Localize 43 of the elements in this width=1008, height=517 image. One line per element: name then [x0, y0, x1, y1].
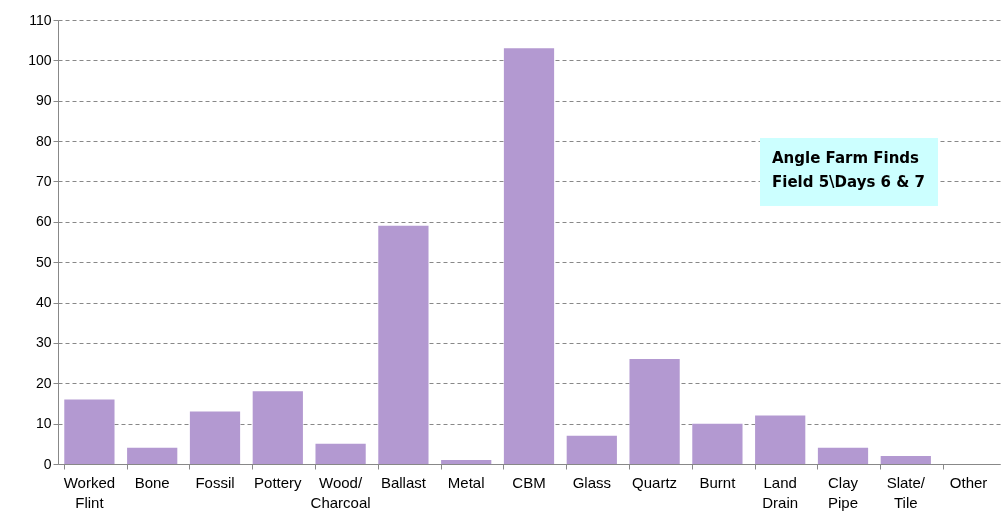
y-tick-label: 90: [35, 92, 52, 109]
y-tick-label: 100: [28, 51, 52, 68]
bar: [127, 447, 178, 464]
y-tick-label: 80: [35, 132, 52, 149]
x-tick-label: Other: [949, 473, 988, 491]
y-tick-label: 20: [35, 374, 52, 391]
bar: [817, 447, 869, 464]
y-tick-label: 10: [35, 415, 52, 432]
y-tick-label: 110: [29, 11, 52, 28]
y-tick-label: 60: [35, 213, 52, 230]
y-tick-label: 0: [43, 455, 52, 472]
x-tick-label: CBM: [512, 473, 546, 491]
bar: [378, 225, 429, 464]
text: Angle Farm Finds: [772, 148, 921, 169]
bar: [189, 411, 241, 464]
x-tick-label: Pottery: [254, 473, 303, 491]
text: Field 5\Days 6 & 7: [772, 172, 926, 193]
x-tick-label: Worked Flint: [63, 473, 116, 511]
x-tick-label: Wood/ Charcoal: [310, 473, 371, 511]
x-tick-label: Ballast: [380, 473, 427, 491]
bar: [64, 399, 115, 464]
y-tick-label: 50: [35, 253, 52, 270]
y-tick-label: 70: [35, 172, 52, 189]
x-tick-label: Bone: [134, 473, 170, 491]
bar: [252, 391, 303, 464]
bar: [755, 415, 806, 464]
x-tick-label: Clay Pipe: [827, 473, 859, 511]
bar: [441, 459, 492, 464]
bar: [629, 359, 680, 464]
x-tick-label: Glass: [572, 473, 611, 491]
y-tick-label: 30: [35, 334, 52, 351]
bar: [503, 48, 555, 464]
x-tick-label: Metal: [447, 473, 485, 491]
bar: [692, 423, 743, 464]
x-tick-label: Quartz: [632, 473, 678, 491]
x-tick-label: Slate/ Tile: [886, 473, 926, 511]
bar: [880, 455, 931, 464]
x-tick-label: Fossil: [195, 473, 235, 491]
x-tick-label: Land Drain: [762, 473, 799, 511]
bar: [315, 443, 366, 464]
bar: [566, 435, 617, 464]
x-tick-label: Burnt: [699, 473, 737, 491]
y-tick-label: 40: [35, 294, 52, 311]
